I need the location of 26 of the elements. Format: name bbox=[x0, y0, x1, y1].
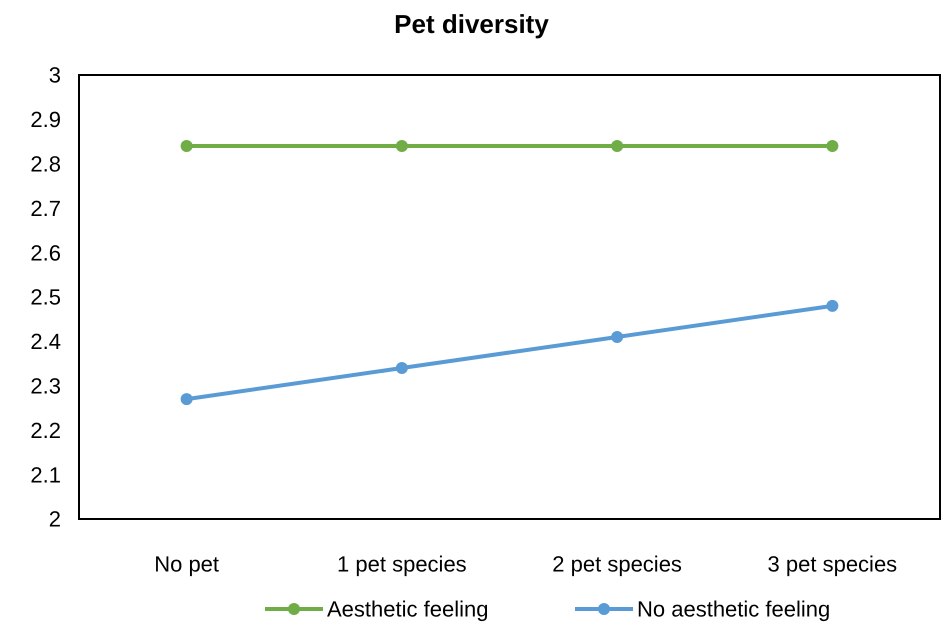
x-tick-label: 2 pet species bbox=[552, 552, 682, 577]
point bbox=[180, 140, 193, 152]
point bbox=[611, 140, 624, 152]
y-tick-label: 2.1 bbox=[30, 462, 61, 488]
y-tick-label: 2.8 bbox=[30, 152, 61, 176]
point bbox=[396, 140, 408, 152]
point bbox=[396, 362, 408, 374]
y-tick-label: 2.4 bbox=[30, 329, 61, 354]
y-tick-label: 2.6 bbox=[30, 240, 61, 266]
point bbox=[826, 300, 838, 312]
legend-label: No aesthetic feeling bbox=[637, 596, 830, 622]
y-tick-label: 2.9 bbox=[30, 107, 61, 132]
y-tick-label: 2.3 bbox=[30, 374, 61, 398]
point bbox=[826, 140, 838, 152]
point bbox=[180, 393, 193, 406]
x-tick-label: 1 pet species bbox=[337, 552, 467, 577]
x-tick-label: 3 pet species bbox=[768, 552, 898, 577]
point bbox=[611, 330, 624, 343]
chart-title: Pet diversity bbox=[394, 9, 550, 40]
legend-label: Aesthetic feeling bbox=[327, 596, 488, 622]
y-tick-label: 3 bbox=[48, 62, 61, 88]
y-tick-label: 2 bbox=[48, 506, 61, 532]
x-tick-label: No pet bbox=[154, 552, 220, 577]
y-tick-label: 2.2 bbox=[30, 418, 61, 443]
y-tick-label: 2.5 bbox=[30, 284, 61, 310]
y-tick-label: 2.7 bbox=[30, 196, 61, 221]
